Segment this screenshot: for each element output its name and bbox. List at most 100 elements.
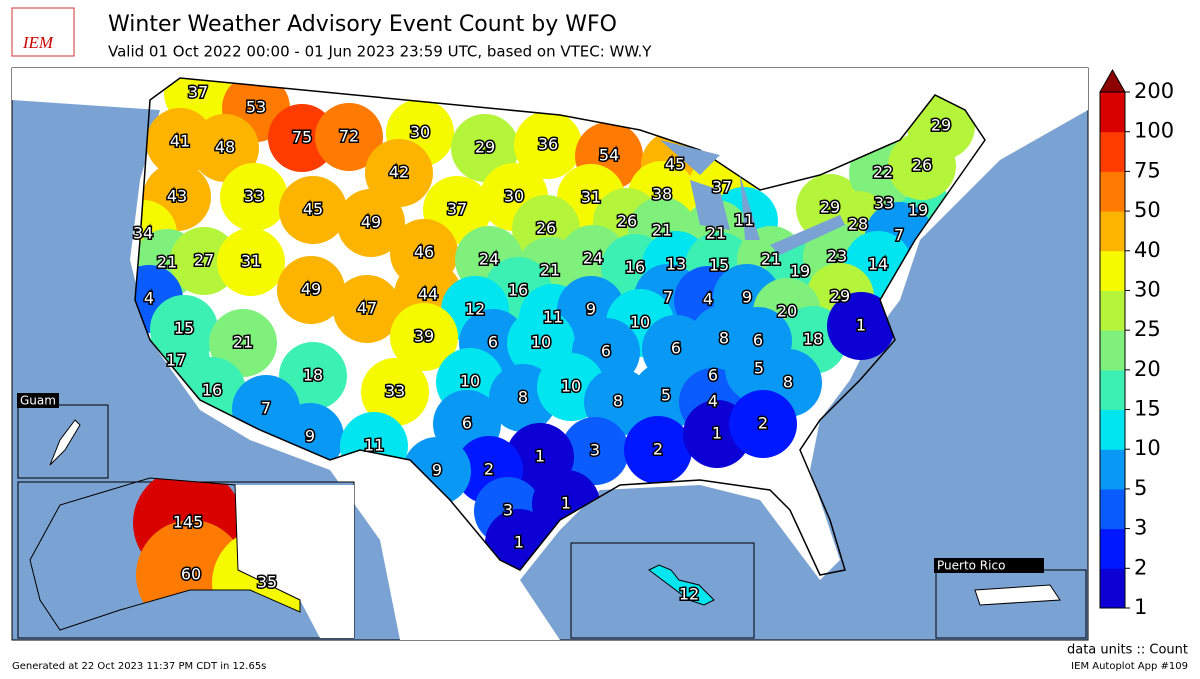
us-regions — [135, 78, 975, 575]
region — [315, 103, 383, 171]
colorbar-tick-label: 25 — [1134, 317, 1161, 341]
guam-tag — [17, 393, 59, 408]
wfo-label: 1 — [514, 533, 524, 552]
wfo-label: 53 — [246, 98, 266, 117]
region — [361, 358, 429, 426]
wfo-label: 33 — [874, 194, 894, 213]
wfo-label: 44 — [418, 285, 438, 304]
colorbar-swatch — [1100, 92, 1125, 133]
wfo-label: 47 — [357, 299, 377, 318]
wfo-label: 75 — [292, 128, 312, 147]
wfo-label: 8 — [783, 373, 793, 392]
great-lakes — [660, 140, 845, 255]
colorbar-swatch — [1100, 528, 1125, 569]
colorbar-swatch — [1100, 290, 1125, 331]
wfo-label: 6 — [708, 366, 718, 385]
wfo-label: 29 — [931, 116, 951, 135]
wfo-label: 37 — [447, 200, 467, 219]
wfo-label: 39 — [414, 327, 434, 346]
canada-land — [235, 485, 354, 638]
colorbar-swatch — [1100, 330, 1125, 371]
wfo-label: 5 — [661, 386, 671, 405]
region — [333, 275, 401, 343]
inset-label: Puerto Rico — [937, 559, 1005, 573]
colorbar-swatch — [1100, 568, 1125, 609]
wfo-label: 29 — [820, 198, 840, 217]
colorbar-frame — [1099, 91, 1126, 609]
region — [217, 228, 285, 296]
wfo-label: 22 — [873, 163, 893, 182]
wfo-label: 31 — [581, 188, 601, 207]
wfo-label: 37 — [712, 178, 732, 197]
wfo-label: 3 — [590, 441, 600, 460]
guam-land — [49, 419, 81, 466]
region — [279, 176, 347, 244]
colorbar-tick-label: 75 — [1134, 158, 1161, 182]
wfo-label: 2 — [653, 440, 663, 459]
region — [277, 256, 345, 324]
pr-land — [974, 584, 1061, 606]
wfo-label: 30 — [504, 187, 524, 206]
colorbar-swatch — [1100, 409, 1125, 450]
wfo-label: 10 — [531, 333, 551, 352]
wfo-label: 6 — [753, 331, 763, 350]
wfo-label: 15 — [709, 256, 729, 275]
wfo-label: 46 — [414, 243, 434, 262]
region — [648, 564, 715, 606]
wfo-label: 8 — [719, 329, 729, 348]
wfo-label: 38 — [652, 185, 672, 204]
wfo-label: 6 — [671, 339, 681, 358]
wfo-label: 21 — [706, 224, 726, 243]
wfo-label: 29 — [830, 287, 850, 306]
wfo-label: 13 — [666, 255, 686, 274]
wfo-label: 10 — [460, 372, 480, 391]
wfo-label: 19 — [908, 201, 928, 220]
region — [827, 292, 895, 360]
wfo-label: 31 — [241, 252, 261, 271]
wfo-label: 8 — [613, 392, 623, 411]
title: Winter Weather Advisory Event Count by W… — [108, 12, 617, 37]
wfo-label: 6 — [601, 342, 611, 361]
wfo-label: 29 — [475, 138, 495, 157]
wfo-label: 21 — [761, 250, 781, 269]
wfo-label: 19 — [790, 262, 810, 281]
wfo-label: 18 — [303, 366, 323, 385]
wfo-label: 21 — [233, 333, 253, 352]
wfo-label: 49 — [301, 280, 321, 299]
hawaii-inset — [570, 542, 755, 639]
region — [209, 309, 277, 377]
colorbar-tick-label: 15 — [1134, 397, 1161, 421]
wfo-label: 72 — [339, 127, 359, 146]
colorbar-swatch — [1100, 171, 1125, 212]
logo-text: IEM — [22, 33, 54, 52]
pr-inset — [935, 569, 1087, 639]
inset-label: Guam — [20, 394, 56, 408]
wfo-label: 8 — [518, 388, 528, 407]
region — [220, 163, 288, 231]
wfo-label: 6 — [488, 333, 498, 352]
wfo-label: 18 — [803, 330, 823, 349]
wfo-label: 48 — [215, 138, 235, 157]
wfo-label: 24 — [479, 250, 499, 269]
wfo-label: 1 — [856, 316, 866, 335]
generated: Generated at 22 Oct 2023 11:37 PM CDT in… — [12, 661, 266, 672]
region — [514, 111, 582, 179]
wfo-label: 16 — [625, 258, 645, 277]
region — [365, 139, 433, 207]
wfo-label: 36 — [538, 135, 558, 154]
colorbar-tick-label: 5 — [1134, 476, 1147, 500]
wfo-label: 2 — [484, 460, 494, 479]
wfo-label: 42 — [389, 163, 409, 182]
subtitle: Valid 01 Oct 2022 00:00 - 01 Jun 2023 23… — [108, 43, 652, 61]
wfo-label: 16 — [202, 381, 222, 400]
wfo-label: 60 — [181, 565, 201, 584]
wfo-label: 16 — [508, 281, 528, 300]
wfo-label: 21 — [540, 261, 560, 280]
colorbar-tick-label: 100 — [1134, 119, 1174, 143]
wfo-label: 10 — [630, 313, 650, 332]
region — [561, 417, 629, 485]
colorbar: 1 2 3 5 10 15 20 25 30 40 50 75 100 200 — [1099, 68, 1174, 619]
wfo-label: 15 — [174, 319, 194, 338]
wfo-label: 33 — [244, 187, 264, 206]
